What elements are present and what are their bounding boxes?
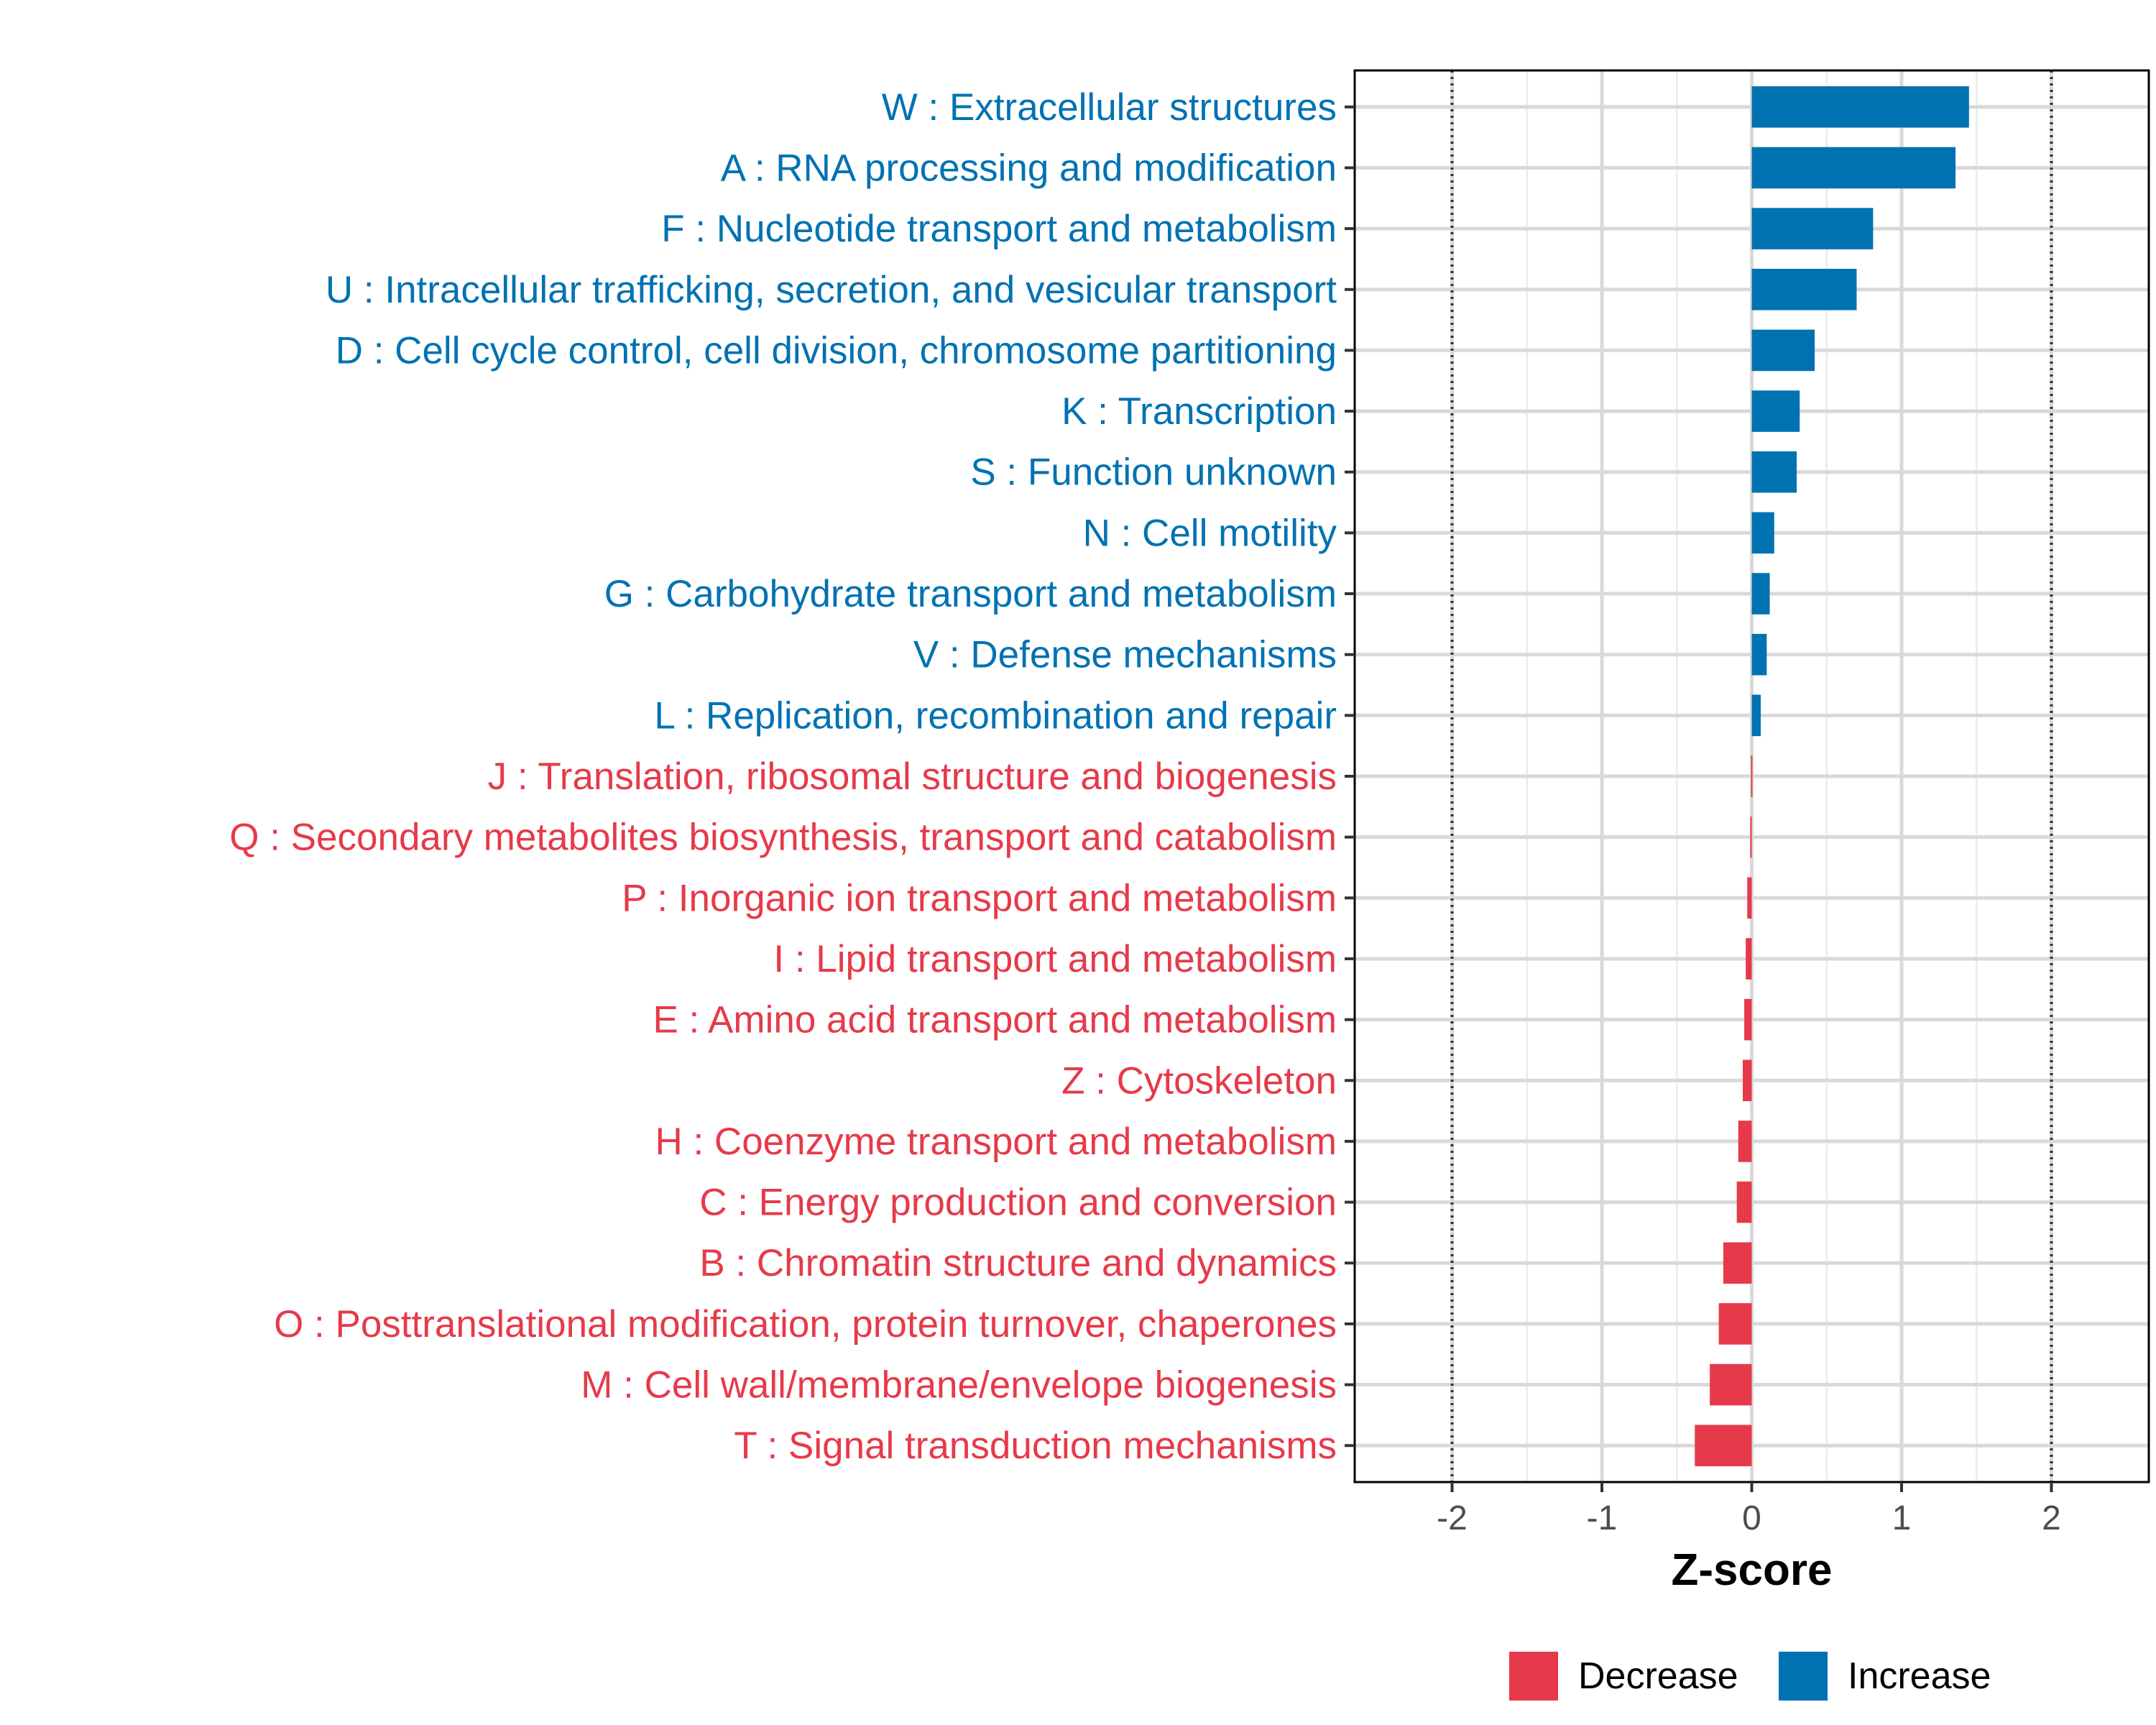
category-label: G : Carbohydrate transport and metabolis… (604, 573, 1337, 615)
bar-n (1751, 512, 1774, 554)
category-label: U : Intracellular trafficking, secretion… (326, 269, 1337, 311)
category-label: S : Function unknown (970, 451, 1337, 494)
legend-label-increase: Increase (1848, 1655, 1991, 1697)
bar-m (1710, 1363, 1752, 1406)
category-label: L : Replication, recombination and repai… (654, 694, 1337, 737)
bar-d (1751, 329, 1815, 372)
category-label: A : RNA processing and modification (721, 147, 1337, 189)
category-label: I : Lipid transport and metabolism (773, 938, 1337, 980)
bar-v (1751, 633, 1767, 676)
category-label: N : Cell motility (1083, 512, 1337, 554)
category-label: O : Posttranslational modification, prot… (274, 1303, 1337, 1346)
x-tick-label: -1 (1587, 1499, 1618, 1537)
bar-b (1723, 1242, 1752, 1284)
category-label: W : Extracellular structures (882, 86, 1337, 129)
x-tick-label: 1 (1892, 1499, 1912, 1537)
x-tick-label: 2 (2042, 1499, 2061, 1537)
x-axis-title: Z-score (1672, 1545, 1833, 1595)
category-label: V : Defense mechanisms (913, 634, 1337, 676)
bar-j (1751, 755, 1753, 797)
category-label: Q : Secondary metabolites biosynthesis, … (229, 816, 1337, 859)
x-axis: -2 -1 0 1 2 (1437, 1482, 2061, 1537)
category-label: E : Amino acid transport and metabolism (653, 999, 1337, 1041)
bar-l (1751, 694, 1761, 737)
category-label: T : Signal transduction mechanisms (734, 1425, 1337, 1467)
category-label: J : Translation, ribosomal structure and… (488, 755, 1337, 798)
bar-c (1736, 1181, 1752, 1223)
legend-swatch-decrease (1509, 1652, 1558, 1701)
legend-swatch-increase (1779, 1652, 1828, 1701)
bar-w (1751, 86, 1969, 128)
category-label: M : Cell wall/membrane/envelope biogenes… (581, 1364, 1337, 1407)
category-label: H : Coenzyme transport and metabolism (655, 1121, 1337, 1163)
bar-z (1742, 1059, 1752, 1102)
bar-p (1747, 877, 1752, 919)
bar-s (1751, 451, 1797, 493)
category-label: C : Energy production and conversion (699, 1182, 1337, 1224)
category-label: D : Cell cycle control, cell division, c… (336, 329, 1337, 372)
category-label: B : Chromatin structure and dynamics (699, 1242, 1337, 1284)
x-tick-label: -2 (1437, 1499, 1468, 1537)
category-label: P : Inorganic ion transport and metaboli… (622, 877, 1337, 919)
bar-k (1751, 390, 1800, 432)
category-label: F : Nucleotide transport and metabolism (661, 208, 1337, 250)
bar-o (1718, 1303, 1752, 1345)
category-label: K : Transcription (1061, 390, 1337, 433)
legend: Decrease Increase (1509, 1652, 1991, 1701)
bar-t (1695, 1425, 1752, 1466)
category-labels: W : Extracellular structures A : RNA proc… (229, 86, 1355, 1467)
bar-h (1738, 1121, 1752, 1162)
bar-a (1751, 147, 1956, 189)
bar-g (1751, 573, 1770, 615)
bars-layer (1695, 86, 1969, 1466)
bar-q (1750, 816, 1752, 858)
x-tick-label: 0 (1742, 1499, 1761, 1537)
bar-e (1744, 998, 1752, 1041)
bar-u (1751, 268, 1857, 310)
bar-f (1751, 208, 1874, 249)
category-label: Z : Cytoskeleton (1061, 1059, 1337, 1102)
bar-i (1746, 938, 1752, 980)
legend-label-decrease: Decrease (1578, 1655, 1738, 1697)
